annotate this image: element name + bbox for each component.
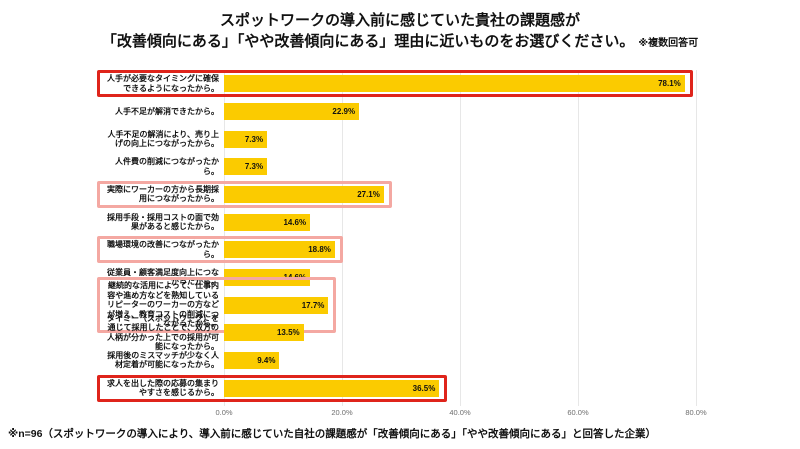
row-box: 継続的な活用によって、仕事内容や進め方などを熟知しているリピーターのワーカーの方… — [97, 277, 337, 333]
row-box: タイミー（スポットワーク）を通じて採用したことで、双方の人柄が分かった上での採用… — [97, 310, 312, 356]
bar: 22.9% — [224, 102, 360, 120]
chart-row: 採用後のミスマッチが少なく人材定着が可能になったから。 9.4% — [97, 347, 792, 375]
bar: 27.1% — [224, 185, 384, 203]
chart-title: スポットワークの導入前に感じていた貴社の課題感が 「改善傾向にある」「やや改善傾… — [0, 10, 800, 54]
category-label: 人手不足の解消により、売り上げの向上につながったから。 — [107, 129, 219, 149]
chart-title-line1: スポットワークの導入前に感じていた貴社の課題感が — [219, 12, 580, 29]
row-box: 人手が必要なタイミングに確保できるようになったから。 78.1% — [97, 70, 693, 98]
chart-row: 人件費の削減につながったから。 7.3% — [97, 153, 792, 181]
bar: 9.4% — [224, 351, 280, 369]
gridline — [696, 70, 697, 406]
category-label: 人手が必要なタイミングに確保できるようになったから。 — [107, 74, 219, 93]
chart-row: タイミー（スポットワーク）を通じて採用したことで、双方の人柄が分かった上での採用… — [97, 314, 792, 351]
row-box: 実際にワーカーの方から長期採用につながったから。 27.1% — [97, 180, 392, 208]
chart-row: 人手不足の解消により、売り上げの向上につながったから。 7.3% — [97, 125, 792, 153]
value-label: 9.4% — [257, 355, 276, 365]
bar: 17.7% — [224, 296, 329, 314]
gridline — [460, 70, 461, 406]
category-label: 継続的な活用によって、仕事内容や進め方などを熟知しているリピーターのワーカーの方… — [107, 281, 219, 329]
chart-title-line2: 「改善傾向にある」「やや改善傾向にある」理由に近いものをお選びください。 ※複数回… — [0, 31, 800, 54]
value-label: 78.1% — [658, 79, 681, 89]
category-label: 従業員・顧客満足度向上につながったから。 — [107, 267, 219, 287]
chart-row: 人手不足が解消できたから。 22.9% — [97, 98, 792, 126]
axis-tick-label: 60.0% — [567, 408, 589, 417]
chart-rows: 人手が必要なタイミングに確保できるようになったから。 78.1% 人手不足が解消… — [97, 70, 792, 402]
bar: 18.8% — [224, 241, 335, 259]
category-label: 人手不足が解消できたから。 — [115, 106, 219, 116]
value-label: 7.3% — [244, 134, 264, 144]
axis-tick-label: 0.0% — [215, 408, 233, 417]
chart-row: 採用手段・採用コストの面で効果があると感じたから。 14.6% — [97, 208, 792, 236]
value-label: 22.9% — [332, 106, 356, 116]
multiple-answers-note: ※複数回答可 — [638, 38, 699, 49]
category-label: 求人を出した際の応募の集まりやすさを感じるから。 — [107, 378, 219, 398]
category-label: タイミー（スポットワーク）を通じて採用したことで、双方の人柄が分かった上での採用… — [107, 313, 219, 352]
row-box: 人手不足が解消できたから。 22.9% — [97, 99, 367, 124]
chart-title-line2-text: 「改善傾向にある」「やや改善傾向にある」理由に近いものをお選びください。 — [101, 33, 635, 50]
bar: 7.3% — [224, 130, 268, 148]
category-label: 人件費の削減につながったから。 — [115, 157, 219, 176]
row-box: 求人を出した際の応募の集まりやすさを感じるから。 36.5% — [97, 374, 448, 402]
value-label: 27.1% — [357, 189, 380, 199]
axis-tick-label: 80.0% — [685, 408, 707, 417]
value-label: 18.8% — [308, 245, 331, 255]
value-label: 14.6% — [283, 217, 307, 227]
chart-row: 人手が必要なタイミングに確保できるようになったから。 78.1% — [97, 70, 792, 98]
chart-row: 実際にワーカーの方から長期採用につながったから。 27.1% — [97, 180, 792, 209]
row-box: 職場環境の改善につながったから。 18.8% — [97, 236, 343, 264]
footnote: ※n=96（スポットワークの導入により、導入前に感じていた自社の課題感が「改善傾… — [8, 428, 657, 440]
row-box: 採用後のミスマッチが少なく人材定着が可能になったから。 9.4% — [97, 347, 287, 374]
axis-tick-label: 20.0% — [331, 408, 353, 417]
value-label: 13.5% — [276, 328, 300, 338]
bar: 7.3% — [224, 158, 268, 176]
chart-row: 職場環境の改善につながったから。 18.8% — [97, 236, 792, 264]
bar: 36.5% — [224, 379, 440, 397]
chart-row: 求人を出した際の応募の集まりやすさを感じるから。 36.5% — [97, 374, 792, 402]
row-box: 人件費の削減につながったから。 7.3% — [97, 153, 275, 180]
row-box: 人手不足の解消により、売り上げの向上につながったから。 7.3% — [97, 126, 275, 153]
value-label: 17.7% — [301, 300, 325, 310]
bar: 13.5% — [224, 324, 304, 342]
horizontal-bar-chart: 人手が必要なタイミングに確保できるようになったから。 78.1% 人手不足が解消… — [97, 70, 792, 420]
value-label: 7.3% — [244, 162, 264, 172]
category-label: 実際にワーカーの方から長期採用につながったから。 — [107, 184, 219, 204]
category-label: 職場環境の改善につながったから。 — [107, 240, 219, 259]
category-label: 採用後のミスマッチが少なく人材定着が可能になったから。 — [107, 350, 219, 370]
bar: 78.1% — [224, 75, 685, 93]
gridline — [578, 70, 579, 406]
axis-tick-label: 40.0% — [449, 408, 471, 417]
row-box: 採用手段・採用コストの面で効果があると感じたから。 14.6% — [97, 209, 318, 236]
bar: 14.6% — [224, 213, 311, 231]
category-label: 採用手段・採用コストの面で効果があると感じたから。 — [107, 212, 219, 232]
value-label: 36.5% — [412, 383, 436, 393]
chart-row: 継続的な活用によって、仕事内容や進め方などを熟知しているリピーターのワーカーの方… — [97, 277, 792, 333]
